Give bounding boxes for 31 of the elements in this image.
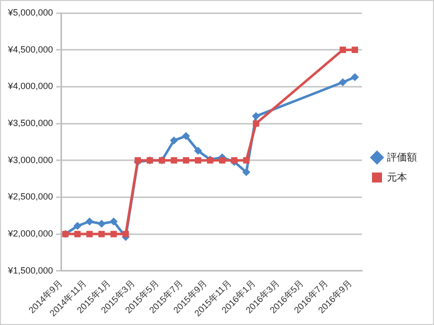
- point: [86, 218, 94, 226]
- point: [110, 230, 117, 238]
- point: [194, 146, 202, 155]
- y-tick-label: ¥4,000,000: [6, 81, 54, 92]
- point: [73, 222, 82, 230]
- legend-label: 評価額: [387, 151, 417, 164]
- point: [242, 168, 250, 176]
- y-tick-label: ¥3,500,000: [6, 118, 54, 128]
- point: [170, 136, 178, 144]
- point: [194, 157, 202, 164]
- point: [122, 230, 129, 238]
- point: [98, 230, 105, 238]
- y-tick-label: ¥2,000,000: [6, 228, 54, 239]
- point: [340, 46, 346, 54]
- point: [252, 112, 260, 120]
- y-tick-label: ¥3,000,000: [6, 154, 54, 165]
- point: [219, 157, 226, 164]
- y-tick-label: ¥4,500,000: [6, 44, 54, 54]
- point: [110, 218, 118, 226]
- y-tick-label: ¥5,000,000: [6, 7, 54, 18]
- legend-label: 元本: [387, 171, 407, 184]
- y-tick-label: ¥2,500,000: [6, 192, 54, 202]
- point: [182, 157, 190, 164]
- point: [243, 157, 250, 164]
- point: [182, 132, 190, 140]
- point: [350, 73, 359, 82]
- point: [352, 46, 358, 54]
- point: [170, 157, 178, 164]
- point: [338, 78, 347, 86]
- y-tick-label: ¥1,500,000: [6, 265, 54, 276]
- point: [98, 220, 106, 228]
